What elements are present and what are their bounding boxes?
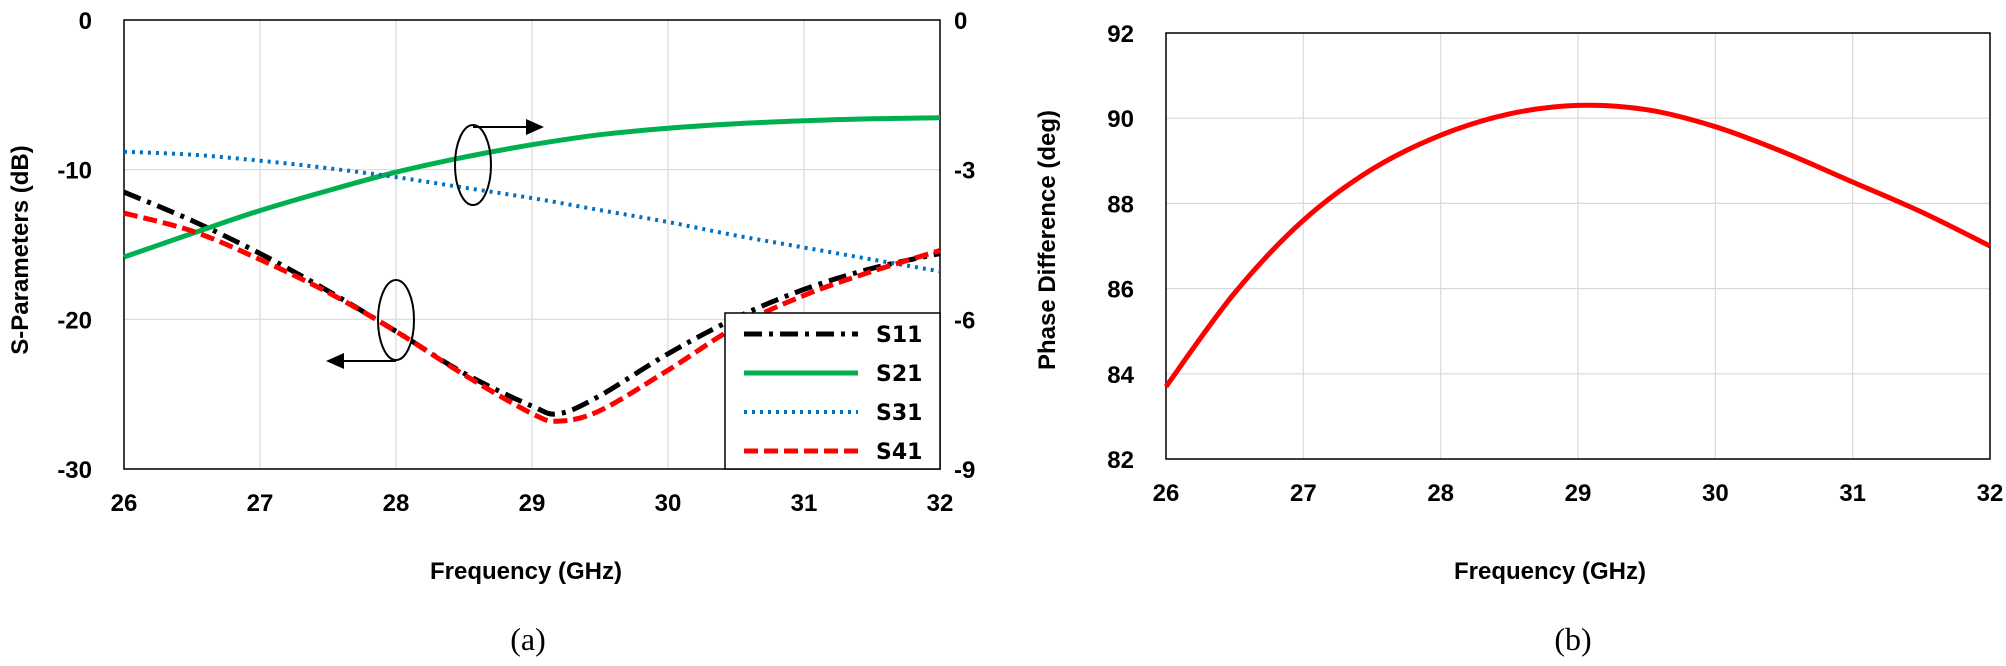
x-tick-labels: 26 27 28 29 30 31 32 <box>111 490 954 517</box>
series-line-s31 <box>123 149 941 274</box>
data-series-group <box>1163 102 1992 389</box>
x-tick-label: 26 <box>111 490 138 517</box>
legend-label-s31: S31 <box>876 401 922 426</box>
x-tick-label: 29 <box>1565 480 1592 507</box>
plot-grid <box>1165 32 1991 460</box>
x-tick-label: 29 <box>519 490 546 517</box>
y-tick-label: -20 <box>57 307 92 334</box>
x-axis-title: Frequency (GHz) <box>1454 558 1646 585</box>
y-axis-title: Phase Difference (deg) <box>1034 110 1061 370</box>
plot-area-border <box>123 19 941 470</box>
y2-tick-label: -6 <box>954 307 975 334</box>
x-tick-label: 31 <box>1839 480 1866 507</box>
y-tick-label: 0 <box>79 8 92 35</box>
s-parameters-chart: 0 -10 -20 -30 0 -3 -6 -9 26 27 28 29 30 31 32 S11 S21… <box>7 8 975 657</box>
annotation-left-axis-marker <box>326 279 415 369</box>
x-tick-labels: 26 27 28 29 30 31 32 <box>1153 480 2004 507</box>
right-y-tick-labels: 0 -3 -6 -9 <box>954 8 975 484</box>
y-tick-label: -30 <box>57 457 92 484</box>
x-tick-label: 27 <box>247 490 274 517</box>
y-axis-title: S-Parameters (dB) <box>7 145 34 354</box>
x-tick-label: 32 <box>1977 480 2004 507</box>
y-tick-label: 86 <box>1107 277 1134 304</box>
left-y-tick-labels: 0 -10 -20 -30 <box>57 8 92 484</box>
x-tick-label: 30 <box>655 490 682 517</box>
x-tick-label: 26 <box>1153 480 1180 507</box>
annotation-right-axis-marker <box>454 119 544 206</box>
y-tick-labels: 92 90 88 86 84 82 <box>1107 21 1134 474</box>
y-tick-label: 92 <box>1107 21 1134 48</box>
series-line-s11 <box>123 189 941 417</box>
legend: S11 S21 S31 S41 <box>724 312 941 470</box>
x-tick-label: 31 <box>791 490 818 517</box>
data-series-group <box>123 115 941 424</box>
figure-caption-b: (b) <box>1554 621 1591 657</box>
y-tick-label: 90 <box>1107 106 1134 133</box>
series-line-s41 <box>123 210 941 424</box>
legend-label-s41: S41 <box>876 440 922 465</box>
x-tick-label: 27 <box>1290 480 1317 507</box>
legend-entries: S11 S21 S31 S41 <box>744 323 922 465</box>
legend-label-s21: S21 <box>876 362 922 387</box>
x-tick-label: 28 <box>1427 480 1454 507</box>
y2-tick-label: 0 <box>954 8 967 35</box>
series-line-phase <box>1163 102 1992 389</box>
y-tick-label: 84 <box>1107 362 1134 389</box>
figure-caption-a: (a) <box>510 621 546 657</box>
series-line-s21 <box>123 115 941 260</box>
x-tick-label: 30 <box>1702 480 1729 507</box>
x-tick-label: 28 <box>383 490 410 517</box>
legend-box <box>724 312 941 470</box>
y2-tick-label: -3 <box>954 158 975 185</box>
y2-tick-label: -9 <box>954 457 975 484</box>
phase-difference-chart: 92 90 88 86 84 82 26 27 28 29 30 31 32 Frequency (G… <box>1034 21 2003 657</box>
x-axis-title: Frequency (GHz) <box>430 558 622 585</box>
y-tick-label: 82 <box>1107 447 1134 474</box>
x-tick-label: 32 <box>927 490 954 517</box>
y-tick-label: 88 <box>1107 191 1134 218</box>
legend-label-s11: S11 <box>876 323 922 348</box>
y-tick-label: -10 <box>57 158 92 185</box>
